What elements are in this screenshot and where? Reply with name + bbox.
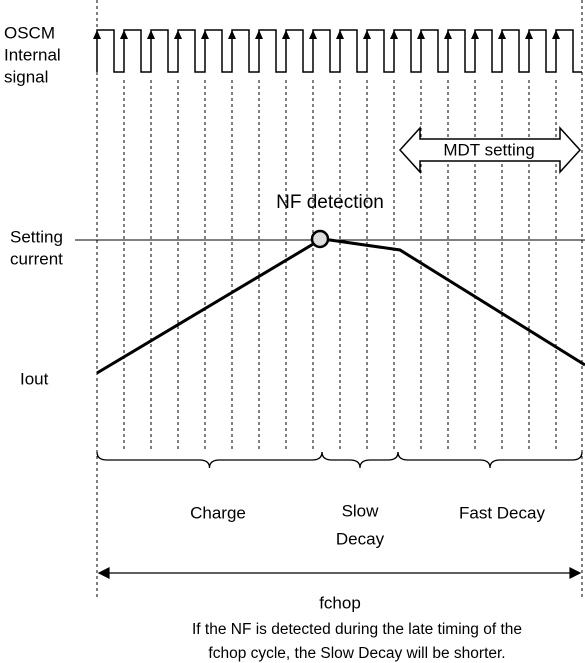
phase-label: Slow bbox=[342, 501, 380, 520]
period-label: fchop bbox=[319, 593, 361, 612]
current-label: Setting bbox=[10, 227, 63, 246]
edge-arrow bbox=[525, 30, 533, 39]
clock-grid bbox=[123, 80, 557, 450]
phase-braces bbox=[96, 451, 583, 469]
edge-arrow bbox=[120, 30, 128, 39]
nf-label: NF detection bbox=[276, 192, 384, 213]
edge-arrow bbox=[471, 30, 479, 39]
edge-arrow bbox=[93, 30, 101, 39]
mdt-arrow bbox=[398, 126, 582, 174]
phase-label: Fast Decay bbox=[459, 503, 545, 522]
brace bbox=[96, 451, 323, 469]
edge-arrow bbox=[417, 30, 425, 39]
edge-arrow bbox=[228, 30, 236, 39]
edge-arrow bbox=[363, 30, 371, 39]
current-label: current bbox=[10, 249, 63, 268]
phase-label: Charge bbox=[190, 503, 246, 522]
caption: If the NF is detected during the late ti… bbox=[192, 621, 522, 638]
signal-label: OSCM bbox=[4, 23, 55, 42]
brace bbox=[321, 451, 399, 469]
edge-arrow bbox=[255, 30, 263, 39]
phase-label: Decay bbox=[336, 529, 385, 548]
signal-label: signal bbox=[4, 67, 48, 86]
edge-arrow bbox=[174, 30, 182, 39]
edge-arrow bbox=[552, 30, 560, 39]
edge-arrow bbox=[444, 30, 452, 39]
clock-waveform bbox=[96, 29, 582, 73]
edge-arrow bbox=[282, 30, 290, 39]
brace bbox=[397, 451, 583, 469]
caption: fchop cycle, the Slow Decay will be shor… bbox=[208, 645, 505, 662]
edge-arrow bbox=[390, 30, 398, 39]
edge-arrow bbox=[309, 30, 317, 39]
iout-label: Iout bbox=[20, 369, 49, 388]
period-arrow bbox=[97, 567, 582, 579]
mdt-label: MDT setting bbox=[443, 140, 534, 159]
edge-arrow bbox=[147, 30, 155, 39]
clock-edge-arrows bbox=[93, 30, 560, 39]
edge-arrow bbox=[336, 30, 344, 39]
nf-detection-point bbox=[310, 229, 330, 249]
current-waveform bbox=[96, 238, 585, 375]
edge-arrow bbox=[201, 30, 209, 39]
signal-label: Internal bbox=[4, 45, 61, 64]
edge-arrow bbox=[498, 30, 506, 39]
